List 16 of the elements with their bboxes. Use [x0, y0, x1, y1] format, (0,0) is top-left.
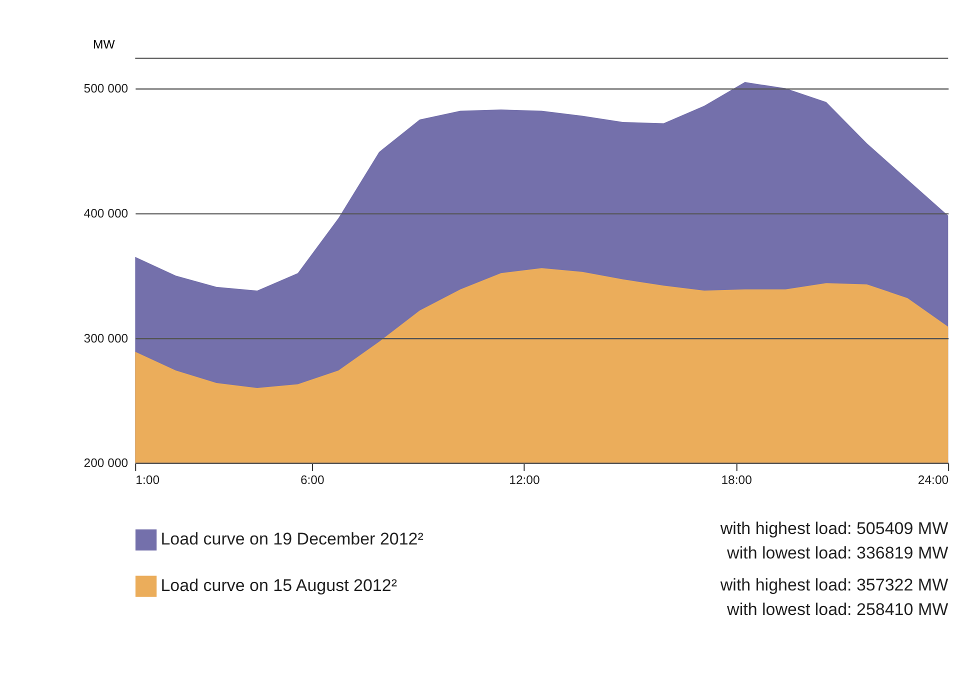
text: with lowest load: 336819 MW — [726, 543, 948, 562]
x-tick-label: 24:00 — [918, 473, 949, 488]
y-tick-label: 300 000 — [84, 331, 128, 346]
y-tick-label: 400 000 — [84, 206, 128, 220]
text: with highest load: 505409 MW — [719, 518, 948, 538]
text: with lowest load: 258410 MW — [726, 600, 948, 620]
text: with highest load: 357322 MW — [719, 576, 948, 595]
x-tick-label: 6:00 — [300, 473, 324, 488]
y-tick-label: 200 000 — [84, 456, 128, 470]
x-tick-label: 18:00 — [721, 473, 752, 488]
y-tick-label: 500 000 — [84, 82, 128, 96]
x-tick-label: 12:00 — [509, 473, 540, 488]
legend-label: Load curve on 15 August 2012² — [160, 576, 398, 595]
legend-label: Load curve on 19 December 2012² — [160, 530, 424, 549]
y-axis-title: MW — [93, 37, 116, 52]
x-tick-label: 1:00 — [136, 473, 160, 488]
